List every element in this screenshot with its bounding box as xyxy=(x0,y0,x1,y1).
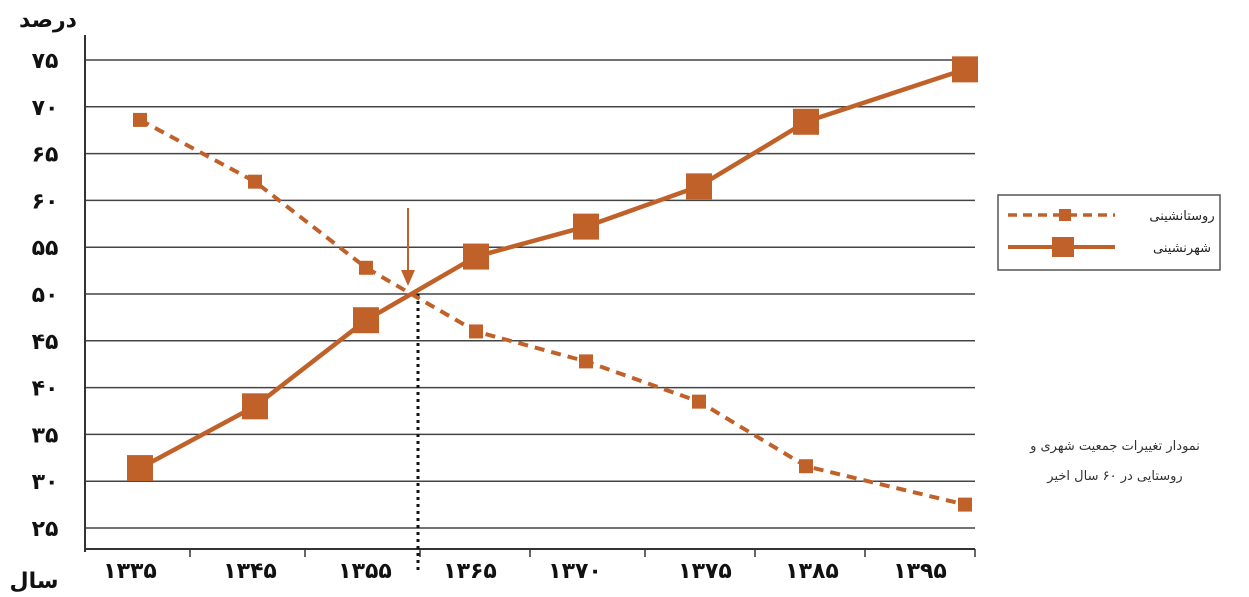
urban-point xyxy=(353,307,379,334)
legend-urban-marker xyxy=(1052,237,1074,257)
rural-point xyxy=(579,354,593,369)
rural-point xyxy=(469,324,483,339)
y-tick-label: ۷۰ xyxy=(32,96,59,121)
x-tick-label: ۱۳۹۵ xyxy=(893,559,947,584)
rural-point xyxy=(133,112,147,127)
x-tick-label: ۱۳۳۵ xyxy=(103,559,157,584)
chart-caption: نمودار تغییرات جمعیت شهری و روستایی در ۶… xyxy=(990,432,1240,492)
series-layer xyxy=(127,56,978,512)
y-tick-label: ۵۵ xyxy=(32,236,59,261)
y-tick-label: ۴۵ xyxy=(32,330,59,355)
urban-point xyxy=(793,108,819,135)
x-tick-label: ۱۳۷۰ xyxy=(548,559,602,584)
series-line-rural xyxy=(139,118,966,507)
crossover-arrow-head xyxy=(401,270,415,286)
x-axis-dividers xyxy=(189,549,976,557)
y-tick-label: ۴۰ xyxy=(32,377,59,402)
y-tick-label: ۲۵ xyxy=(32,517,59,542)
x-tick-label: ۱۳۵۵ xyxy=(338,559,392,584)
x-axis-title: سال xyxy=(10,569,59,594)
y-axis-title: درصد xyxy=(19,8,77,33)
x-tick-label: ۱۳۸۵ xyxy=(785,559,839,584)
y-tick-label: ۶۵ xyxy=(32,143,59,168)
rural-point xyxy=(359,260,373,275)
legend-rural-label: روستانشینی xyxy=(1149,209,1214,224)
rural-point xyxy=(692,394,706,409)
urban-point xyxy=(573,213,599,240)
rural-point xyxy=(248,174,262,189)
urban-point xyxy=(127,455,153,482)
y-tick-label: ۳۵ xyxy=(32,423,59,448)
y-tick-label: ۷۵ xyxy=(32,49,59,74)
legend-urban-label: شهرنشینی xyxy=(1153,241,1211,256)
caption-line-2: روستایی در ۶۰ سال اخیر xyxy=(1047,469,1183,484)
x-tick-label: ۱۳۴۵ xyxy=(223,559,277,584)
urban-point xyxy=(242,393,268,420)
urban-point xyxy=(952,56,978,83)
y-tick-label: ۶۰ xyxy=(32,189,59,214)
urban-point xyxy=(463,243,489,270)
x-tick-label: ۱۳۶۵ xyxy=(443,559,497,584)
x-tick-label: ۱۳۷۵ xyxy=(678,559,732,584)
grid-lines xyxy=(85,59,975,529)
y-tick-label: ۳۰ xyxy=(32,470,59,495)
x-tick-labels: ۱۳۳۵ ۱۳۴۵ ۱۳۵۵ ۱۳۶۵ ۱۳۷۰ ۱۳۷۵ ۱۳۸۵ ۱۳۹۵ xyxy=(103,559,947,584)
legend: روستانشینی شهرنشینی xyxy=(997,194,1221,271)
caption-line-1: نمودار تغییرات جمعیت شهری و xyxy=(1030,439,1200,454)
crossover-guides xyxy=(401,208,420,570)
urban-point xyxy=(686,173,712,200)
rural-point xyxy=(799,459,813,474)
rural-point xyxy=(958,497,972,512)
y-tick-labels: ۲۵ ۳۰ ۳۵ ۴۰ ۴۵ ۵۰ ۵۵ ۶۰ ۶۵ ۷۰ ۷۵ xyxy=(32,49,59,542)
series-line-urban xyxy=(138,67,966,471)
y-tick-label: ۵۰ xyxy=(32,283,59,308)
legend-rural-marker xyxy=(1059,209,1071,221)
legend-box xyxy=(997,194,1221,271)
